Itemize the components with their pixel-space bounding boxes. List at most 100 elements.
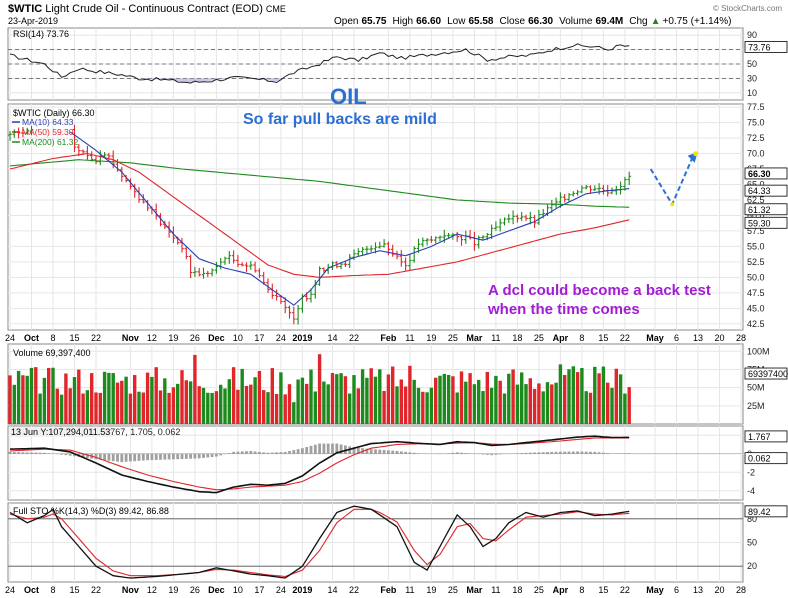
macd-histogram-bar — [292, 450, 295, 454]
macd-histogram-bar — [413, 453, 416, 454]
macd-histogram-bar — [628, 453, 631, 454]
x-tick-label: 19 — [426, 333, 436, 343]
volume-bar — [26, 376, 29, 424]
x-tick-label: 22 — [349, 333, 359, 343]
x-tick-label: 25 — [534, 585, 544, 595]
macd-histogram-bar — [138, 454, 141, 461]
macd-histogram-bar — [520, 453, 523, 454]
volume-bar — [223, 388, 226, 424]
volume-bar — [228, 379, 231, 424]
macd-histogram-bar — [120, 454, 123, 462]
macd-histogram-bar — [241, 451, 244, 453]
macd-histogram-bar — [581, 452, 584, 454]
volume-bar — [215, 391, 218, 424]
x-tick-label: Mar — [466, 333, 483, 343]
x-tick-label: 19 — [426, 585, 436, 595]
volume-bar — [546, 382, 549, 424]
rsi-title: RSI(14) 73.76 — [13, 29, 69, 39]
legend-label: MA(50) 59.30 — [22, 127, 74, 137]
y-tick-label: 47.5 — [747, 288, 765, 298]
macd-histogram-bar — [456, 452, 459, 453]
volume-bar — [107, 373, 110, 424]
high-value: 66.60 — [416, 16, 441, 27]
x-tick-label: 11 — [405, 333, 414, 343]
volume-bar — [47, 368, 50, 424]
x-tick-label: 25 — [448, 585, 458, 595]
volume-bar — [8, 375, 11, 424]
volume-bar — [210, 393, 213, 424]
macd-histogram-bar — [129, 454, 132, 462]
macd-histogram-bar — [43, 453, 46, 454]
volume-bar — [56, 389, 59, 424]
header-description: Light Crude Oil - Continuous Contract (E… — [45, 3, 263, 15]
price-last-label: 66.30 — [748, 169, 771, 179]
macd-histogram-bar — [314, 445, 317, 454]
x-tick-label: 22 — [620, 333, 630, 343]
volume-bar — [344, 376, 347, 424]
macd-histogram-bar — [116, 454, 119, 462]
volume-bar — [21, 375, 24, 424]
macd-histogram-bar — [409, 452, 412, 453]
volume-bar — [387, 374, 390, 424]
volume-bar — [468, 373, 471, 424]
high-label: High — [393, 16, 414, 27]
macd-histogram-bar — [215, 454, 218, 457]
macd-histogram-bar — [538, 452, 541, 453]
volume-bar — [163, 378, 166, 424]
volume-bar — [94, 392, 97, 424]
volume-bar — [460, 371, 463, 424]
volume-bar — [309, 370, 312, 424]
x-tick-label: May — [646, 585, 664, 595]
x-tick-label: 24 — [276, 333, 286, 343]
volume-bar — [404, 386, 407, 424]
macd-histogram-bar — [206, 454, 209, 458]
volume-bar — [585, 391, 588, 424]
x-tick-label: 26 — [190, 333, 200, 343]
volume-bar — [322, 382, 325, 424]
macd-histogram-bar — [486, 454, 489, 455]
volume-bar — [352, 375, 355, 424]
volume-bar — [198, 386, 201, 424]
volume-bar — [253, 377, 256, 424]
volume-bar — [90, 373, 93, 424]
volume-bar — [537, 383, 540, 424]
macd-histogram-bar — [60, 454, 63, 455]
chg-value: +0.75 (+1.14%) — [663, 16, 732, 27]
macd-histogram-bar — [181, 454, 184, 459]
macd-histogram-bar — [13, 452, 16, 454]
x-tick-label: Oct — [24, 333, 39, 343]
macd-histogram-bar — [172, 454, 175, 460]
x-tick-label: Dec — [208, 333, 225, 343]
macd-histogram-bar — [387, 450, 390, 453]
macd-histogram-bar — [219, 454, 222, 456]
oil-annotation: OIL — [330, 84, 367, 109]
macd-histogram-bar — [284, 452, 287, 454]
macd-histogram-bar — [310, 446, 313, 454]
header-date: 23-Apr-2019 — [8, 16, 58, 26]
x-tick-label: 2019 — [292, 585, 312, 595]
macd-histogram-bar — [318, 444, 321, 454]
low-label: Low — [447, 16, 466, 27]
volume-bar — [262, 390, 265, 424]
volume-bar — [348, 394, 351, 424]
y-tick-label: 42.5 — [747, 319, 765, 329]
y-tick-label: 20 — [747, 561, 757, 571]
x-tick-label: 19 — [168, 585, 178, 595]
volume-bar — [77, 370, 80, 424]
macd-histogram-bar — [572, 452, 575, 454]
volume-bar — [494, 376, 497, 424]
macd-histogram-bar — [391, 451, 394, 454]
volume-bar — [550, 384, 553, 424]
volume-bar — [434, 378, 437, 424]
volume-bar — [580, 368, 583, 424]
volume-bar — [619, 374, 622, 424]
volume-value: 69.4M — [595, 16, 623, 27]
volume-bar — [421, 392, 424, 424]
macd-histogram-bar — [400, 451, 403, 453]
volume-bar — [572, 366, 575, 424]
volume-bar — [567, 369, 570, 424]
volume-bar — [438, 376, 441, 424]
macd-histogram-bar — [168, 454, 171, 460]
volume-bar — [503, 393, 506, 424]
